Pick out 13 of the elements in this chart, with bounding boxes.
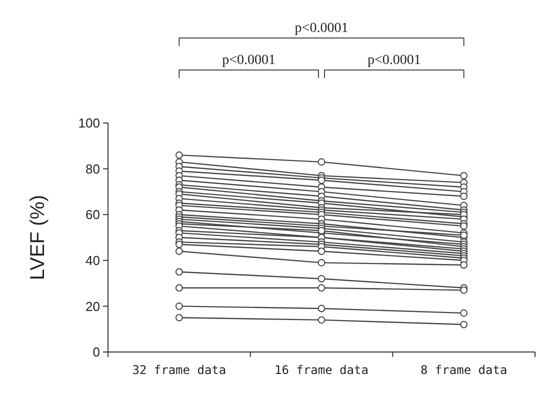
text: p<0.0001 bbox=[367, 53, 421, 68]
y-tick-label: 100 bbox=[78, 116, 100, 131]
y-tick-label: 80 bbox=[86, 161, 100, 176]
x-tick-label: 32 frame data bbox=[132, 363, 226, 377]
y-tick-label: 20 bbox=[86, 298, 100, 314]
y-tick-label: 0 bbox=[92, 344, 100, 360]
text: p<0.0001 bbox=[294, 21, 348, 36]
y-axis-title: LVEF (%) bbox=[27, 194, 49, 280]
text: p<0.0001 bbox=[222, 53, 276, 68]
y-tick-label: 40 bbox=[86, 252, 100, 268]
y-tick-label: 60 bbox=[86, 207, 100, 222]
x-tick-label: 8 frame data bbox=[420, 363, 508, 377]
x-tick-label: 16 frame data bbox=[274, 363, 368, 377]
